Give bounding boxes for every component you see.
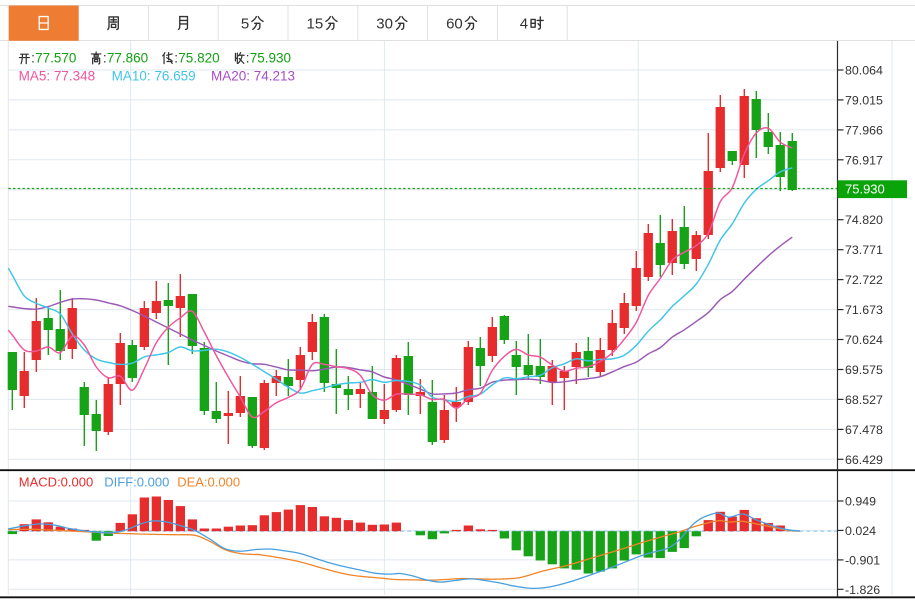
svg-text:MACD:0.000: MACD:0.000	[19, 475, 93, 490]
svg-text:70.624: 70.624	[845, 333, 883, 347]
svg-text::: :	[103, 51, 107, 66]
svg-text:75.820: 75.820	[178, 51, 219, 66]
svg-text:-1.826: -1.826	[845, 583, 880, 597]
svg-text:75.930: 75.930	[845, 182, 885, 197]
svg-text:15: 15	[307, 16, 324, 33]
svg-text:77.570: 77.570	[35, 51, 76, 66]
svg-text:71.673: 71.673	[845, 303, 883, 317]
svg-text:DIFF:0.000: DIFF:0.000	[104, 475, 169, 490]
svg-text:74.820: 74.820	[845, 213, 883, 227]
svg-text:DEA:0.000: DEA:0.000	[177, 475, 240, 490]
svg-text:5: 5	[241, 16, 249, 33]
svg-text:MA10: 76.659: MA10: 76.659	[112, 69, 196, 84]
svg-text:75.930: 75.930	[250, 51, 291, 66]
svg-text:MA5: 77.348: MA5: 77.348	[19, 69, 96, 84]
svg-text:68.527: 68.527	[845, 393, 883, 407]
svg-text:73.771: 73.771	[845, 243, 883, 257]
svg-text:0.949: 0.949	[845, 495, 876, 509]
svg-text::: :	[31, 51, 35, 66]
svg-text:69.575: 69.575	[845, 363, 883, 377]
svg-text:0.024: 0.024	[845, 524, 876, 538]
svg-text:77.860: 77.860	[107, 51, 148, 66]
svg-text:-0.901: -0.901	[845, 553, 880, 567]
svg-text:80.064: 80.064	[845, 64, 883, 78]
svg-text:67.478: 67.478	[845, 423, 883, 437]
svg-text::: :	[246, 51, 250, 66]
svg-text:76.917: 76.917	[845, 153, 883, 167]
svg-text:72.722: 72.722	[845, 273, 883, 287]
svg-text:66.429: 66.429	[845, 453, 883, 467]
svg-text:77.966: 77.966	[845, 123, 883, 137]
svg-text:4: 4	[520, 16, 528, 33]
svg-text:30: 30	[376, 16, 393, 33]
svg-text::: :	[174, 51, 178, 66]
svg-text:MA20: 74.213: MA20: 74.213	[211, 69, 295, 84]
svg-text:60: 60	[446, 16, 463, 33]
svg-text:79.015: 79.015	[845, 93, 883, 107]
